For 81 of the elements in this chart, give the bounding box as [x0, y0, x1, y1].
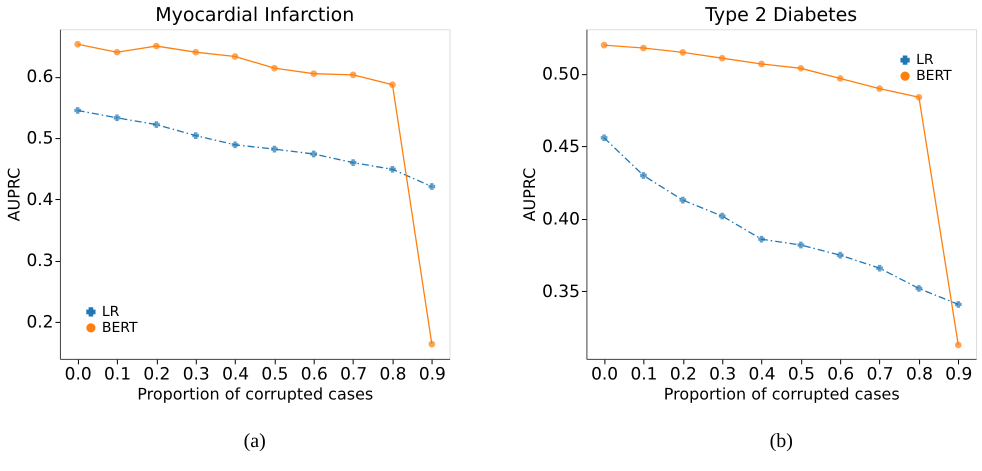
point: [350, 159, 356, 166]
point: [192, 132, 200, 139]
point: [192, 48, 200, 56]
chart-title: Myocardial Infarction: [155, 4, 354, 26]
y-axis-title: AUPRC: [4, 168, 24, 222]
point: [310, 150, 318, 158]
point: [114, 48, 120, 56]
x-tick-label: 0.3: [182, 364, 210, 384]
legend-label: BERT: [102, 320, 138, 336]
point: [153, 121, 160, 128]
point: [389, 166, 396, 173]
legend-label: BERT: [916, 68, 952, 84]
point: [718, 54, 726, 62]
x-tick-label: 0.5: [261, 364, 288, 384]
x-tick-label: 0.1: [104, 364, 131, 384]
point: [798, 64, 804, 72]
y-tick-label: 0.2: [26, 312, 54, 333]
y-tick-label: 0.3: [26, 251, 54, 272]
point: [271, 64, 278, 72]
y-tick-label: 0.45: [542, 137, 580, 158]
x-tick-label: 0.4: [222, 364, 250, 384]
point: [954, 342, 962, 348]
point: [640, 172, 647, 179]
point: [718, 212, 726, 220]
point: [74, 107, 81, 114]
x-tick-label: 0.3: [709, 364, 736, 384]
x-tick-label: 0.6: [827, 364, 854, 384]
x-tick-label: 0.2: [143, 364, 170, 384]
y-tick-label: 0.5: [26, 128, 54, 149]
x-tick-label: 0.9: [945, 364, 972, 384]
point: [916, 94, 922, 101]
y-tick-label: 0.50: [542, 64, 580, 85]
y-axis-title: AUPRC: [520, 168, 540, 222]
point: [428, 340, 436, 348]
point: [836, 75, 844, 82]
point: [758, 236, 765, 243]
x-tick-label: 0.8: [379, 364, 406, 384]
point: [600, 42, 608, 48]
point: [876, 264, 883, 272]
x-tick-label: 0.5: [788, 364, 815, 384]
y-tick-label: 0.40: [542, 209, 580, 230]
y-tick-label: 0.35: [542, 282, 580, 302]
point: [876, 85, 883, 92]
point: [916, 285, 922, 292]
point: [114, 114, 120, 122]
x-tick-label: 0.7: [866, 364, 894, 384]
x-tick-label: 0.8: [906, 364, 933, 384]
point: [74, 40, 81, 48]
legend-label: LR: [102, 304, 120, 320]
chart-title: Type 2 Diabetes: [704, 4, 858, 26]
point: [954, 301, 962, 308]
text: (b): [770, 430, 793, 452]
point: [232, 141, 238, 148]
x-tick-label: 0.6: [300, 364, 328, 384]
point: [428, 183, 436, 190]
y-tick-label: 0.6: [26, 67, 54, 88]
x-axis-title: Proportion of corrupted cases: [664, 384, 900, 404]
point: [389, 81, 396, 88]
point: [798, 242, 804, 248]
point: [679, 49, 686, 56]
point: [153, 42, 160, 50]
point: [600, 134, 608, 142]
text: (a): [244, 430, 266, 452]
x-axis-title: Proportion of corrupted cases: [137, 384, 374, 404]
x-tick-label: 0.0: [64, 364, 92, 384]
point: [640, 44, 647, 52]
x-tick-label: 0.9: [418, 364, 446, 384]
x-tick-label: 0.7: [340, 364, 368, 384]
x-tick-label: 0.0: [591, 364, 618, 384]
point: [232, 53, 238, 60]
point: [758, 60, 765, 68]
legend-label: LR: [916, 52, 934, 68]
x-tick-label: 0.1: [630, 364, 658, 384]
point: [836, 252, 844, 258]
point: [679, 196, 686, 204]
x-tick-label: 0.4: [748, 364, 776, 384]
point: [310, 70, 318, 77]
point: [271, 146, 278, 152]
x-tick-label: 0.2: [670, 364, 697, 384]
point: [350, 72, 356, 78]
y-tick-label: 0.4: [26, 190, 54, 210]
